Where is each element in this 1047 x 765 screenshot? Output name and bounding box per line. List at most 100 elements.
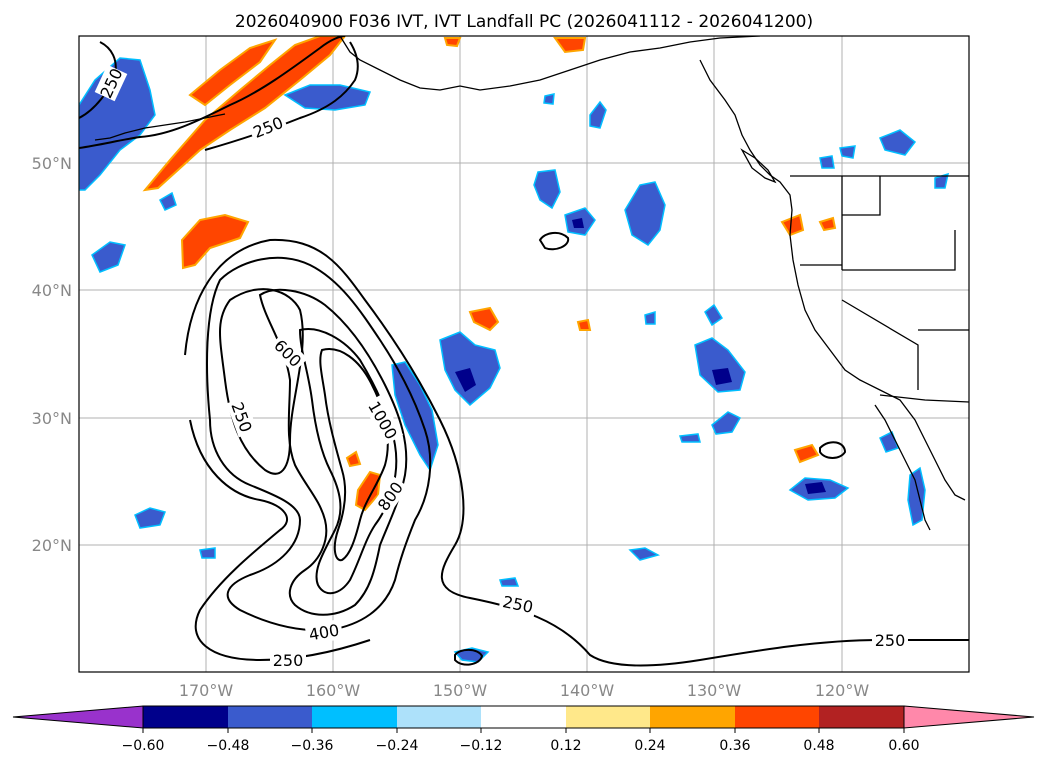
colorbar-bin-6 [566,706,650,728]
border-us-mexico [879,394,969,403]
pc-positive-patch-top [553,37,587,54]
lat-label-40: 40°N [32,281,72,300]
pc-positive-patch-b [468,306,500,332]
pc-negative-patch-24 [819,155,835,169]
colorbar-tick-label-10: 0.60 [888,738,919,754]
pc-negative-patch-8 [589,100,607,129]
contour-label-250-east: 250 [875,631,906,650]
pc-negative-patch-12-core [805,482,826,494]
colorbar-tick-label-8: 0.36 [719,738,750,754]
contour-800 [298,328,398,595]
pc-negative-patch-10 [704,303,724,327]
pc-negative-patch-16 [934,172,950,189]
contour-250-inner [219,288,304,475]
map-background [79,36,969,672]
contour-250-outer [184,238,969,667]
pc-negative-patch-9-core [712,368,732,385]
contour-small-loop-3 [819,441,847,459]
lat-label-30: 30°N [32,409,72,428]
colorbar-bin-8 [735,706,819,728]
coast-alaska [339,36,761,91]
border-states-1 [841,176,956,271]
pc-negative-patch-4 [391,361,439,472]
pc-negative-patch-23 [644,310,656,325]
lon-label-170w: 170°W [179,681,234,700]
coast-aleutians [94,113,226,141]
contour-250-aleutian [204,41,359,151]
lon-label-150w: 150°W [433,681,488,700]
pc-negative-patch-26 [678,433,701,443]
pc-negative-patch-5 [533,169,561,210]
contour-label-250-sw: 250 [273,651,304,670]
colorbar-bin-9 [819,706,904,728]
pc-positive-patch-f [780,213,805,237]
coast-bc [699,59,966,501]
pc-negative-patch-21 [628,547,660,561]
colorbar-tick-label-7: 0.24 [634,738,665,754]
pc-negative-patch-18 [199,547,216,559]
pc-positive-patch-d [345,450,362,468]
pc-positive-band-nw-2 [188,38,278,107]
colorbar-bin-5 [481,706,566,728]
colorbar-frame [142,705,905,729]
colorbar-extend-high [903,705,1035,729]
pc-positive-patch-top-2 [443,37,462,48]
coastlines [94,36,969,531]
colorbar: −0.60 −0.48 −0.36 −0.24 −0.12 0.12 0.24 … [12,705,1035,754]
lat-label-20: 20°N [32,536,72,555]
pc-negative-patch-7 [624,181,666,246]
pc-positive-band-nw [142,36,347,192]
figure-title: 2026040900 F036 IVT, IVT Landfall PC (20… [235,12,813,32]
pc-negative-patch-25 [839,145,856,159]
map-frame [78,35,970,673]
pc-positive-patch-e [793,443,820,464]
colorbar-tick-label-1: −0.60 [122,738,165,754]
lat-axis-labels: 50°N 40°N 30°N 20°N [32,154,72,555]
contour-small-loop [538,232,570,251]
pc-negative-patch-19 [499,577,520,587]
pc-negative-patch-2 [159,191,177,211]
contour-labels: 250 250 600 250 1000 800 400 250 250 250 [94,64,908,670]
coast-vancouver-island [740,148,777,184]
colorbar-bin-7 [650,706,735,728]
pc-negative-patch-20 [453,647,490,663]
pc-positive-patch-a [180,213,250,270]
pc-negative-patch-3-core [455,368,476,392]
lon-label-140w: 140°W [560,681,615,700]
lat-label-50: 50°N [32,154,72,173]
pc-negative-patch-15 [879,129,917,156]
pc-negative-patch-22 [543,93,555,105]
colorbar-bin-2 [228,706,312,728]
lon-axis-labels: 170°W 160°W 150°W 140°W 130°W 120°W [179,681,870,700]
colorbar-tick-label-2: −0.48 [207,738,250,754]
pc-negative-patch-13 [907,466,926,527]
pc-positive-patch-c [354,470,382,512]
colorbar-tick-label-3: −0.36 [291,738,334,754]
contour-250-alaska [79,36,346,149]
map-panel: 250 250 600 250 1000 800 400 250 250 250 [78,35,970,673]
colorbar-bin-1 [143,706,228,728]
border-states-2 [800,264,969,390]
pc-positive-patch-g [818,216,837,232]
lon-label-120w: 120°W [815,681,870,700]
pc-negative-patch-17 [134,507,166,529]
pc-negative-patch-9 [694,337,746,393]
colorbar-tick-label-9: 0.48 [803,738,834,754]
colorbar-ticks [142,728,905,733]
pc-positive-patch-h [576,318,592,331]
pc-negative-nw-2 [283,84,372,111]
colorbar-extend-low [12,705,144,729]
colorbar-bin-4 [397,706,481,728]
lon-label-160w: 160°W [306,681,361,700]
pc-negative-patch-6-core [572,218,584,228]
colorbar-tick-label-5: −0.12 [460,738,503,754]
pc-negative-patch-1 [91,241,126,273]
lon-label-130w: 130°W [687,681,742,700]
colorbar-tick-label-6: 0.12 [550,738,581,754]
contour-small-loop-2 [454,648,484,666]
pc-negative-patch-11 [711,411,742,435]
contour-600 [258,288,408,616]
colorbar-tick-label-4: −0.24 [376,738,419,754]
coast-baja [874,404,931,531]
